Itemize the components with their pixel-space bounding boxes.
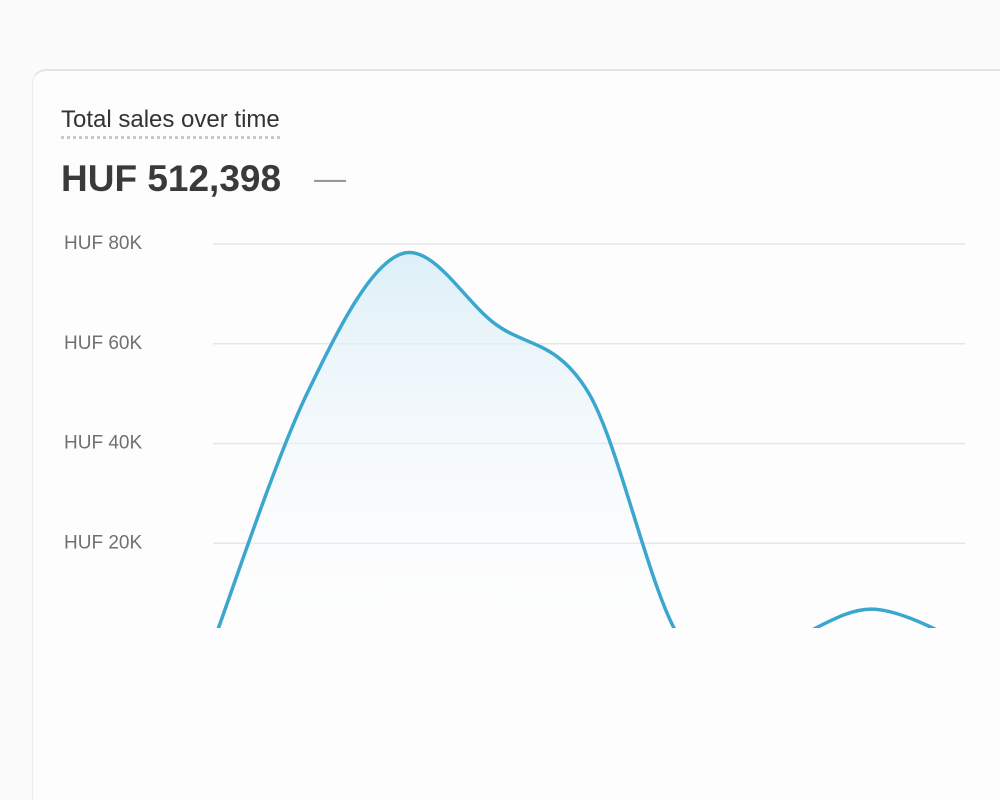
y-tick-label: HUF 40K bbox=[64, 433, 142, 454]
chart-title[interactable]: Total sales over time bbox=[61, 106, 280, 139]
area-fill bbox=[218, 252, 933, 628]
line bbox=[216, 250, 937, 628]
y-tick-label: HUF 20K bbox=[64, 532, 142, 553]
y-tick-label: HUF 60K bbox=[64, 333, 142, 354]
change-indicator: — bbox=[314, 160, 346, 196]
plot-area bbox=[216, 250, 937, 628]
total-value: HUF 512,398 bbox=[61, 158, 282, 199]
y-tick-label: HUF 80K bbox=[64, 233, 142, 254]
